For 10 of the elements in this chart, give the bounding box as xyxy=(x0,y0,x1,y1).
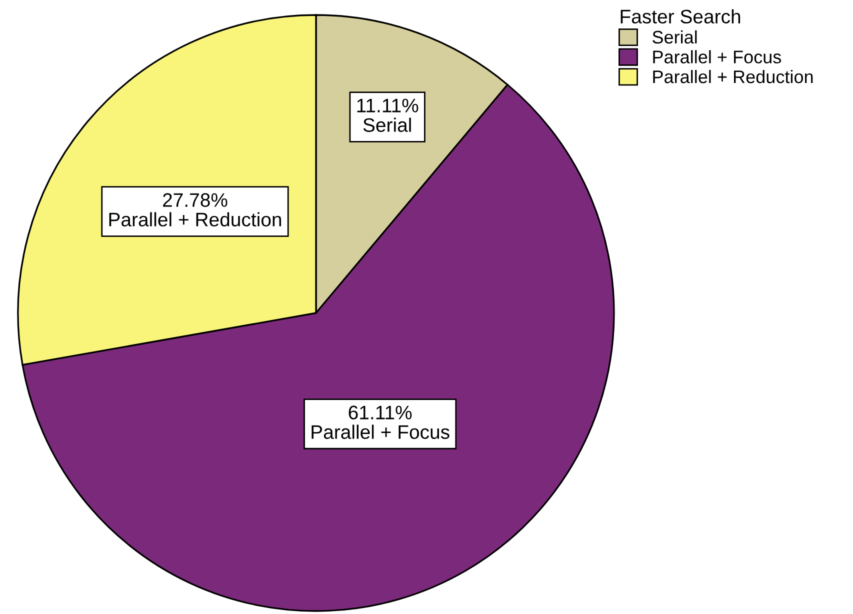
legend-title: Faster Search xyxy=(620,9,740,24)
slice-label: Serial xyxy=(363,118,411,132)
legend-label: Serial xyxy=(652,30,697,44)
data-label: 11.11% xyxy=(357,98,418,112)
slice-label: Parallel + Reduction xyxy=(109,212,282,226)
legend-label: Parallel + Reduction xyxy=(653,70,813,84)
slice-label: Parallel + Focus xyxy=(312,424,450,439)
data-label: 61.11% xyxy=(348,406,412,420)
legend-label: Parallel + Focus xyxy=(653,50,782,64)
data-label: 27.78% xyxy=(163,193,228,207)
